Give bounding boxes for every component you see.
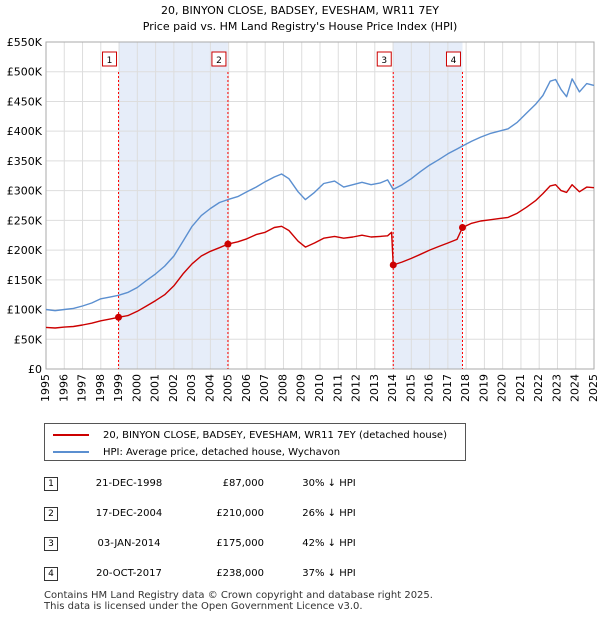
x-tick-label: 2006 [240, 374, 253, 402]
table-row: 4 20-OCT-2017 £238,000 37% ↓ HPI [44, 565, 464, 583]
x-tick-label: 2021 [514, 374, 527, 402]
sale-hpi-diff: 37% ↓ HPI [302, 568, 356, 579]
sale-number-badge: 2 [44, 507, 58, 521]
property-price-line [45, 184, 595, 329]
table-row: 1 21-DEC-1998 £87,000 30% ↓ HPI [44, 475, 464, 493]
x-tick-label: 2020 [496, 374, 509, 402]
sale-number-badge: 4 [44, 567, 58, 581]
x-tick-label: 2005 [222, 374, 235, 402]
y-tick-label: £0 [28, 363, 42, 376]
sale-hpi-diff: 42% ↓ HPI [302, 538, 356, 549]
sale-date: 21-DEC-1998 [95, 478, 163, 489]
y-tick-label: £500K [7, 66, 43, 79]
legend: 20, BINYON CLOSE, BADSEY, EVESHAM, WR11 … [44, 423, 466, 461]
y-tick-label: £200K [7, 244, 43, 257]
x-tick-label: 1996 [57, 374, 70, 402]
x-tick-label: 2019 [477, 374, 490, 402]
y-tick-label: £350K [7, 155, 43, 168]
legend-item-hpi: HPI: Average price, detached house, Wych… [53, 444, 340, 460]
x-tick-label: 2015 [404, 374, 417, 402]
sale-hpi-diff: 30% ↓ HPI [302, 478, 356, 489]
sale-hpi-diff: 26% ↓ HPI [302, 508, 356, 519]
y-tick-label: £300K [7, 185, 43, 198]
hpi-line [45, 78, 595, 312]
y-tick-label: £550K [7, 36, 43, 49]
x-tick-label: 2007 [258, 374, 271, 402]
x-tick-label: 1995 [39, 374, 52, 402]
sale-number-box [376, 51, 392, 67]
x-tick-label: 2023 [550, 374, 563, 402]
sale-price: £210,000 [216, 508, 264, 519]
sale-point [224, 240, 232, 248]
sale-period-shade [118, 42, 228, 369]
sale-number-box [445, 51, 461, 67]
sale-date: 20-OCT-2017 [96, 568, 162, 579]
sale-number-box [102, 51, 118, 67]
x-tick-label: 1999 [112, 374, 125, 402]
y-tick-label: £150K [7, 274, 43, 287]
sale-number-label: 1 [107, 56, 113, 66]
sale-number-label: 3 [381, 56, 387, 66]
sale-number-label: 2 [216, 56, 222, 66]
sale-price: £175,000 [216, 538, 264, 549]
x-tick-label: 2011 [331, 374, 344, 402]
table-row: 3 03-JAN-2014 £175,000 42% ↓ HPI [44, 535, 464, 553]
x-tick-label: 2000 [130, 374, 143, 402]
x-tick-label: 1997 [76, 374, 89, 402]
price-chart: £0 £50K £100K £150K £200K £250K £300K £350K £400… [7, 4, 600, 402]
table-row: 2 17-DEC-2004 £210,000 26% ↓ HPI [44, 505, 464, 523]
footer-copyright: Contains HM Land Registry data © Crown c… [44, 590, 433, 601]
x-tick-label: 2017 [441, 374, 454, 402]
x-tick-label: 2024 [569, 374, 582, 402]
legend-hpi-label: HPI: Average price, detached house, Wych… [103, 446, 341, 458]
chart-title: 20, BINYON CLOSE, BADSEY, EVESHAM, WR11 … [161, 4, 439, 17]
x-tick-label: 2002 [167, 374, 180, 402]
x-tick-label: 2001 [149, 374, 162, 402]
x-tick-label: 1998 [94, 374, 107, 402]
x-tick-label: 2013 [368, 374, 381, 402]
sale-number-label: 4 [451, 56, 457, 66]
sale-point [115, 313, 123, 321]
hpi-line-swatch [53, 451, 89, 453]
sale-date: 17-DEC-2004 [95, 508, 163, 519]
x-tick-label: 2008 [276, 374, 289, 402]
x-tick-label: 2022 [532, 374, 545, 402]
x-tick-label: 2014 [386, 374, 399, 402]
footer: Contains HM Land Registry data © Crown c… [44, 590, 433, 612]
sale-point [389, 261, 397, 269]
sale-number-badge: 3 [44, 537, 58, 551]
chart-subtitle: Price paid vs. HM Land Registry's House … [143, 20, 458, 33]
x-tick-label: 2016 [423, 374, 436, 402]
legend-item-property: 20, BINYON CLOSE, BADSEY, EVESHAM, WR11 … [53, 427, 447, 443]
y-tick-label: £400K [7, 125, 43, 138]
y-tick-label: £450K [7, 95, 43, 108]
x-tick-label: 2010 [313, 374, 326, 402]
sale-number-box [211, 51, 227, 67]
sale-price: £87,000 [222, 478, 264, 489]
x-tick-label: 2018 [459, 374, 472, 402]
y-tick-label: £250K [7, 214, 43, 227]
x-tick-label: 2003 [185, 374, 198, 402]
x-tick-label: 2009 [295, 374, 308, 402]
sale-period-shade [393, 42, 463, 369]
x-tick-label: 2004 [203, 374, 216, 402]
x-tick-label: 2012 [350, 374, 363, 402]
sale-date: 03-JAN-2014 [97, 538, 161, 549]
y-tick-label: £50K [14, 333, 43, 346]
sale-price: £238,000 [216, 568, 264, 579]
plot-frame [45, 41, 595, 370]
sale-point [458, 223, 466, 231]
legend-property-label: 20, BINYON CLOSE, BADSEY, EVESHAM, WR11 … [103, 429, 447, 441]
y-tick-label: £100K [7, 304, 43, 317]
x-tick-label: 2025 [587, 374, 600, 402]
property-line-swatch [53, 434, 89, 436]
sale-number-badge: 1 [44, 477, 58, 491]
footer-licence: This data is licensed under the Open Gov… [44, 601, 363, 612]
